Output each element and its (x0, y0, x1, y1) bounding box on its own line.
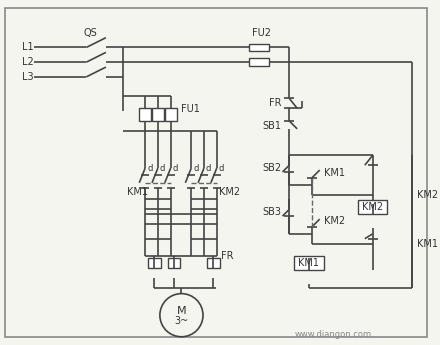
Bar (294, 256, 324, 270)
Bar (249, 58, 269, 66)
Text: L1: L1 (22, 42, 33, 52)
Bar (249, 43, 269, 51)
Text: KM2: KM2 (219, 187, 240, 197)
Text: KM1: KM1 (298, 258, 319, 268)
Text: L3: L3 (22, 72, 33, 82)
Text: M: M (176, 306, 186, 316)
Text: FR: FR (269, 98, 282, 108)
Text: SB2: SB2 (262, 163, 282, 173)
Text: d: d (172, 164, 178, 172)
Bar (358, 200, 387, 214)
Text: KM2: KM2 (417, 189, 438, 199)
Text: KM2: KM2 (324, 216, 345, 226)
Text: d: d (193, 164, 198, 172)
Bar (139, 108, 151, 121)
Text: FR: FR (221, 252, 233, 262)
Text: d: d (206, 164, 211, 172)
Text: KM1: KM1 (324, 168, 345, 178)
Text: QS: QS (83, 28, 97, 38)
Text: L2: L2 (22, 57, 33, 67)
Bar (168, 258, 180, 268)
Text: FU1: FU1 (181, 104, 200, 114)
Text: KM1: KM1 (128, 187, 148, 197)
Bar (148, 258, 161, 268)
Bar (165, 108, 176, 121)
Bar (207, 258, 220, 268)
Text: SB1: SB1 (263, 121, 282, 131)
Text: 3~: 3~ (174, 316, 189, 326)
Text: d: d (160, 164, 165, 172)
Text: d: d (147, 164, 153, 172)
Text: SB3: SB3 (263, 207, 282, 217)
Bar (152, 108, 164, 121)
Text: KM2: KM2 (362, 202, 383, 212)
Text: www.diangon.com: www.diangon.com (295, 330, 372, 339)
Text: FU2: FU2 (253, 28, 271, 38)
Text: d: d (219, 164, 224, 172)
Text: KM1: KM1 (417, 239, 438, 249)
